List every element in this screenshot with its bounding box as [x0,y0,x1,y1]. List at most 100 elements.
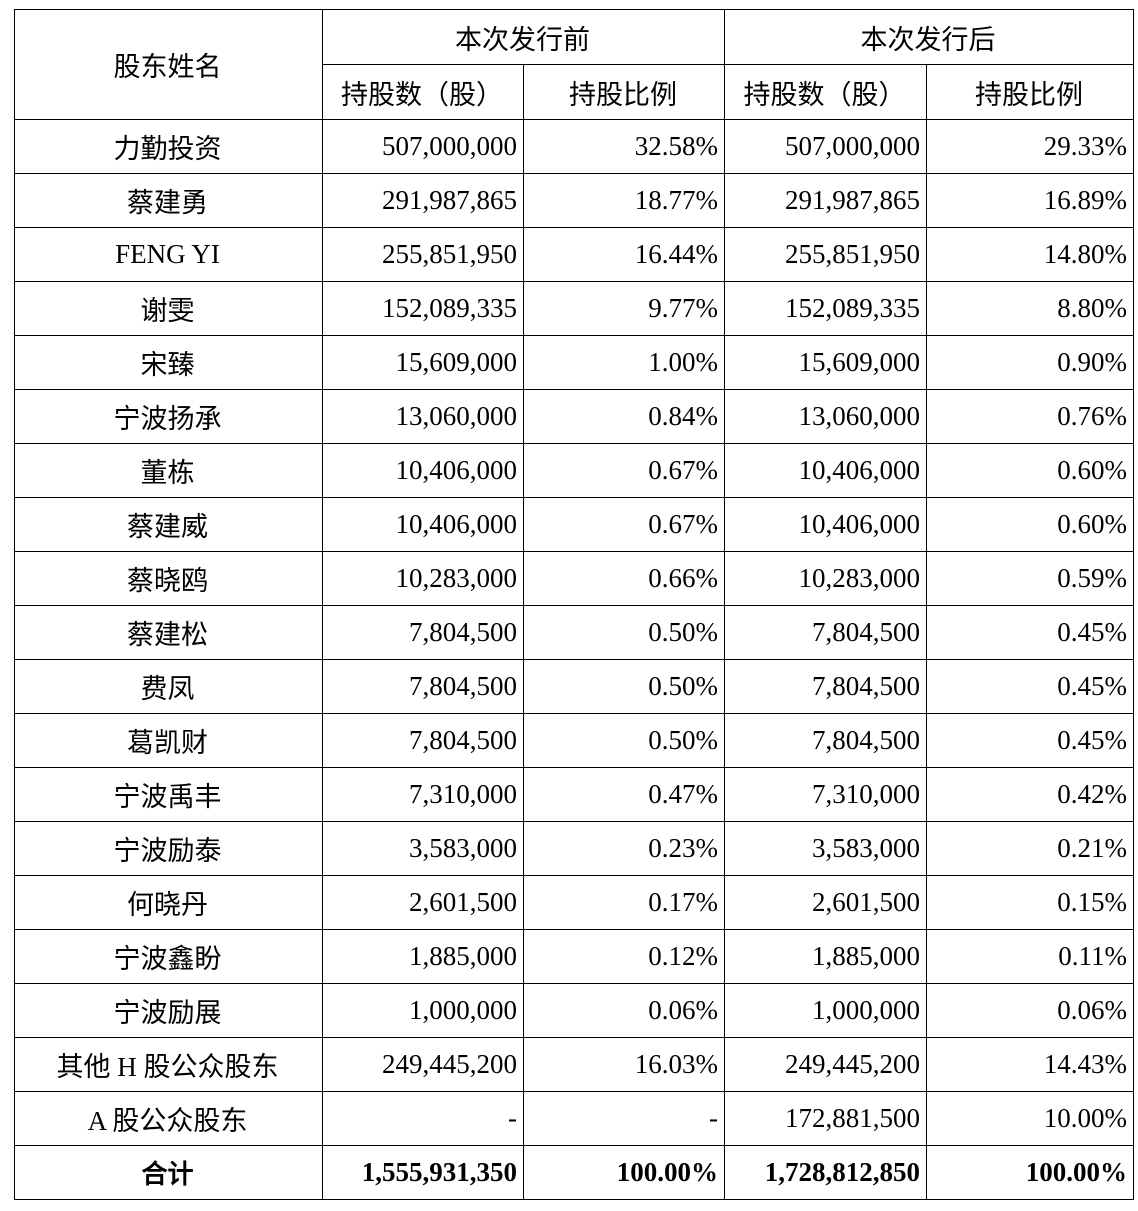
table-row: 谢雯 152,089,335 9.77% 152,089,335 8.80% [14,281,1134,336]
after-ratio-cell: 0.11% [926,929,1134,984]
table-row: 董栋 10,406,000 0.67% 10,406,000 0.60% [14,443,1134,498]
after-shares-cell: 152,089,335 [724,281,927,336]
shareholder-name-cell: 宁波禹丰 [14,767,323,822]
shareholder-name-cell: A 股公众股东 [14,1091,323,1146]
table-row: 宁波励泰 3,583,000 0.23% 3,583,000 0.21% [14,821,1134,876]
after-ratio-cell: 0.60% [926,443,1134,498]
before-ratio-cell: 0.17% [523,875,725,930]
before-shares-cell: 2,601,500 [322,875,524,930]
before-shares-cell: 1,885,000 [322,929,524,984]
after-ratio-cell: 0.15% [926,875,1134,930]
total-before-ratio: 100.00% [523,1145,725,1200]
shareholder-name-cell: 费凤 [14,659,323,714]
before-ratio-cell: 0.84% [523,389,725,444]
before-shares-cell: 291,987,865 [322,173,524,228]
after-shares-cell: 7,310,000 [724,767,927,822]
after-ratio-cell: 0.42% [926,767,1134,822]
shareholder-table: 股东姓名 本次发行前 本次发行后 持股数（股） 持股比例 持股数（股） 持股比例… [14,9,1134,1200]
table-row: 宁波禹丰 7,310,000 0.47% 7,310,000 0.42% [14,767,1134,822]
after-shares-cell: 3,583,000 [724,821,927,876]
shareholder-name-cell: 葛凯财 [14,713,323,768]
before-ratio-cell: 9.77% [523,281,725,336]
shareholder-name-cell: 力勤投资 [14,119,323,174]
table-row: 葛凯财 7,804,500 0.50% 7,804,500 0.45% [14,713,1134,768]
before-shares-cell: 249,445,200 [322,1037,524,1092]
table-row: 宁波鑫盼 1,885,000 0.12% 1,885,000 0.11% [14,929,1134,984]
before-ratio-cell: 0.50% [523,713,725,768]
after-ratio-cell: 0.60% [926,497,1134,552]
before-shares-cell: 507,000,000 [322,119,524,174]
before-ratio-cell: - [523,1091,725,1146]
before-shares-cell: 7,804,500 [322,605,524,660]
table-row: 费凤 7,804,500 0.50% 7,804,500 0.45% [14,659,1134,714]
after-shares-cell: 13,060,000 [724,389,927,444]
before-ratio-cell: 0.67% [523,497,725,552]
before-shares-cell: 3,583,000 [322,821,524,876]
header-before-ratio: 持股比例 [523,64,725,120]
after-ratio-cell: 0.45% [926,605,1134,660]
table-row: 蔡晓鸥 10,283,000 0.66% 10,283,000 0.59% [14,551,1134,606]
before-ratio-cell: 0.47% [523,767,725,822]
shareholder-name-cell: 蔡建松 [14,605,323,660]
shareholder-name-cell: 宁波扬承 [14,389,323,444]
before-ratio-cell: 1.00% [523,335,725,390]
shareholder-name-cell: 其他 H 股公众股东 [14,1037,323,1092]
total-row: 合计 1,555,931,350 100.00% 1,728,812,850 1… [14,1145,1134,1200]
shareholder-name-cell: 宋臻 [14,335,323,390]
shareholder-name-cell: 蔡建威 [14,497,323,552]
before-shares-cell: 15,609,000 [322,335,524,390]
table-row: 宁波励展 1,000,000 0.06% 1,000,000 0.06% [14,983,1134,1038]
table-row: 蔡建松 7,804,500 0.50% 7,804,500 0.45% [14,605,1134,660]
after-shares-cell: 15,609,000 [724,335,927,390]
before-ratio-cell: 0.66% [523,551,725,606]
after-ratio-cell: 0.59% [926,551,1134,606]
shareholder-name-cell: 董栋 [14,443,323,498]
before-shares-cell: 7,804,500 [322,713,524,768]
table-row: 何晓丹 2,601,500 0.17% 2,601,500 0.15% [14,875,1134,930]
after-ratio-cell: 0.45% [926,713,1134,768]
after-ratio-cell: 29.33% [926,119,1134,174]
after-ratio-cell: 8.80% [926,281,1134,336]
before-shares-cell: 10,406,000 [322,443,524,498]
total-after-shares: 1,728,812,850 [724,1145,927,1200]
after-shares-cell: 249,445,200 [724,1037,927,1092]
before-ratio-cell: 18.77% [523,173,725,228]
after-ratio-cell: 14.43% [926,1037,1134,1092]
header-before-issuance: 本次发行前 [322,9,725,65]
shareholder-name-cell: 宁波励泰 [14,821,323,876]
shareholder-name-cell: 谢雯 [14,281,323,336]
table-row: 力勤投资 507,000,000 32.58% 507,000,000 29.33% [14,119,1134,174]
after-shares-cell: 172,881,500 [724,1091,927,1146]
before-ratio-cell: 0.12% [523,929,725,984]
after-ratio-cell: 0.90% [926,335,1134,390]
after-ratio-cell: 0.76% [926,389,1134,444]
shareholder-name-cell: 宁波励展 [14,983,323,1038]
before-shares-cell: 10,283,000 [322,551,524,606]
after-shares-cell: 7,804,500 [724,659,927,714]
total-before-shares: 1,555,931,350 [322,1145,524,1200]
after-shares-cell: 1,000,000 [724,983,927,1038]
table-row: 宋臻 15,609,000 1.00% 15,609,000 0.90% [14,335,1134,390]
before-shares-cell: 152,089,335 [322,281,524,336]
after-ratio-cell: 14.80% [926,227,1134,282]
shareholder-name-cell: 何晓丹 [14,875,323,930]
header-after-shares: 持股数（股） [724,64,927,120]
after-shares-cell: 10,406,000 [724,443,927,498]
before-shares-cell: 10,406,000 [322,497,524,552]
total-label: 合计 [14,1145,323,1200]
table-row: FENG YI 255,851,950 16.44% 255,851,950 14.80… [14,227,1134,282]
before-shares-cell: 7,804,500 [322,659,524,714]
after-shares-cell: 1,885,000 [724,929,927,984]
table-body: 力勤投资 507,000,000 32.58% 507,000,000 29.33% 蔡建… [14,119,1134,1200]
shareholder-name-cell: 宁波鑫盼 [14,929,323,984]
after-shares-cell: 7,804,500 [724,713,927,768]
after-shares-cell: 255,851,950 [724,227,927,282]
after-ratio-cell: 16.89% [926,173,1134,228]
table-row: A 股公众股东 - -172,881,500 10.00% [14,1091,1134,1146]
after-shares-cell: 291,987,865 [724,173,927,228]
after-ratio-cell: 0.45% [926,659,1134,714]
header-after-ratio: 持股比例 [926,64,1134,120]
before-ratio-cell: 0.50% [523,605,725,660]
before-ratio-cell: 0.67% [523,443,725,498]
before-ratio-cell: 32.58% [523,119,725,174]
